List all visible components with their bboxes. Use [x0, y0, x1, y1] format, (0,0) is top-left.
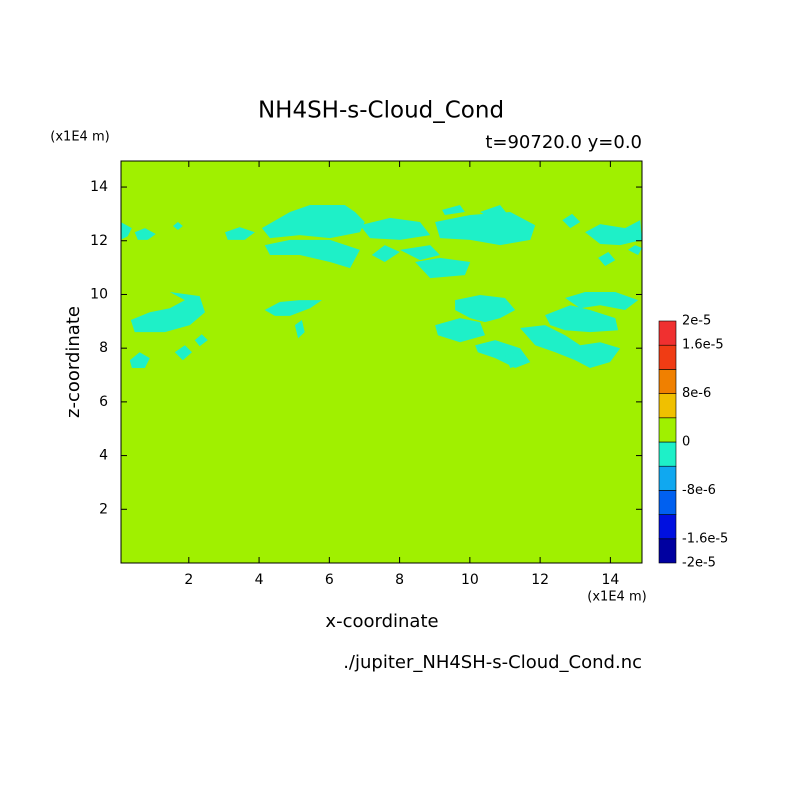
colorbar-band: [658, 344, 677, 370]
x-tick-label: 6: [325, 572, 334, 588]
footnote: ./jupiter_NH4SH-s-Cloud_Cond.nc: [343, 652, 642, 673]
y-tick-label: 12: [90, 233, 108, 249]
y-tick-label: 4: [99, 448, 108, 464]
cloud-region: [598, 252, 616, 266]
cloud-region: [435, 318, 485, 343]
y-axis-label: z-coordinate: [63, 306, 84, 418]
cloud-region: [627, 245, 642, 255]
cloud-region: [520, 325, 621, 368]
cloud-region: [442, 205, 465, 215]
cloud-region: [261, 205, 365, 239]
cloud-region: [264, 300, 322, 316]
colorbar-label: -1.6e-5: [682, 531, 728, 546]
chart-title: NH4SH-s-Cloud_Cond: [258, 98, 504, 124]
cloud-region: [129, 352, 150, 368]
colorbar-band: [658, 369, 677, 394]
x-tick-label: 4: [255, 572, 264, 588]
y-tick-label: 10: [90, 286, 108, 302]
colorbar-label: -2e-5: [682, 556, 716, 571]
y-tick-label: 14: [90, 179, 108, 195]
cloud-region: [130, 292, 205, 333]
x-tick-label: 2: [184, 572, 193, 588]
cloud-region: [585, 220, 642, 246]
cloud-region: [415, 257, 471, 279]
cloud-region: [399, 245, 440, 261]
y-tick-label: 6: [99, 394, 108, 410]
colorbar-label: 2e-5: [682, 314, 711, 329]
colorbar-band: [658, 514, 677, 540]
cloud-region: [225, 227, 255, 240]
cloud-region: [194, 334, 208, 347]
colorbar-band: [658, 441, 677, 467]
colorbar-band: [658, 320, 677, 346]
cloud-region: [174, 345, 192, 361]
plot-frame: [120, 160, 643, 564]
chart-subtitle: t=90720.0 y=0.0: [485, 132, 642, 153]
colorbar-band: [658, 538, 677, 564]
x-tick-label: 12: [531, 572, 549, 588]
colorbar-band: [658, 490, 677, 515]
cloud-region: [120, 222, 132, 240]
cloud-region: [173, 222, 183, 230]
cloud-region: [359, 217, 431, 240]
y-tick-label: 2: [99, 501, 108, 517]
cloud-region: [264, 239, 360, 269]
cloud-region: [134, 228, 156, 240]
x-unit: (x1E4 m): [587, 590, 646, 605]
cloud-region: [371, 245, 400, 262]
cloud-region: [545, 305, 619, 333]
cloud-region: [565, 292, 639, 310]
colorbar-label: 8e-6: [682, 386, 711, 401]
x-tick-label: 10: [461, 572, 479, 588]
x-tick-label: 14: [601, 572, 619, 588]
x-axis-label: x-coordinate: [325, 611, 438, 632]
cloud-region: [562, 213, 581, 229]
cloud-region: [435, 212, 536, 246]
y-unit: (x1E4 m): [50, 130, 109, 145]
colorbar-band: [658, 465, 677, 491]
colorbar-band: [658, 417, 677, 443]
cloud-region: [294, 320, 305, 339]
x-tick-label: 8: [395, 572, 404, 588]
cloud-region: [455, 295, 516, 323]
colorbar-label: -8e-6: [682, 483, 716, 498]
colorbar-label: 0: [682, 435, 690, 450]
y-tick-label: 8: [99, 340, 108, 356]
colorbar-label: 1.6e-5: [682, 338, 724, 353]
cloud-region: [480, 205, 509, 218]
cloud-region: [505, 352, 521, 368]
colorbar-band: [658, 393, 677, 419]
